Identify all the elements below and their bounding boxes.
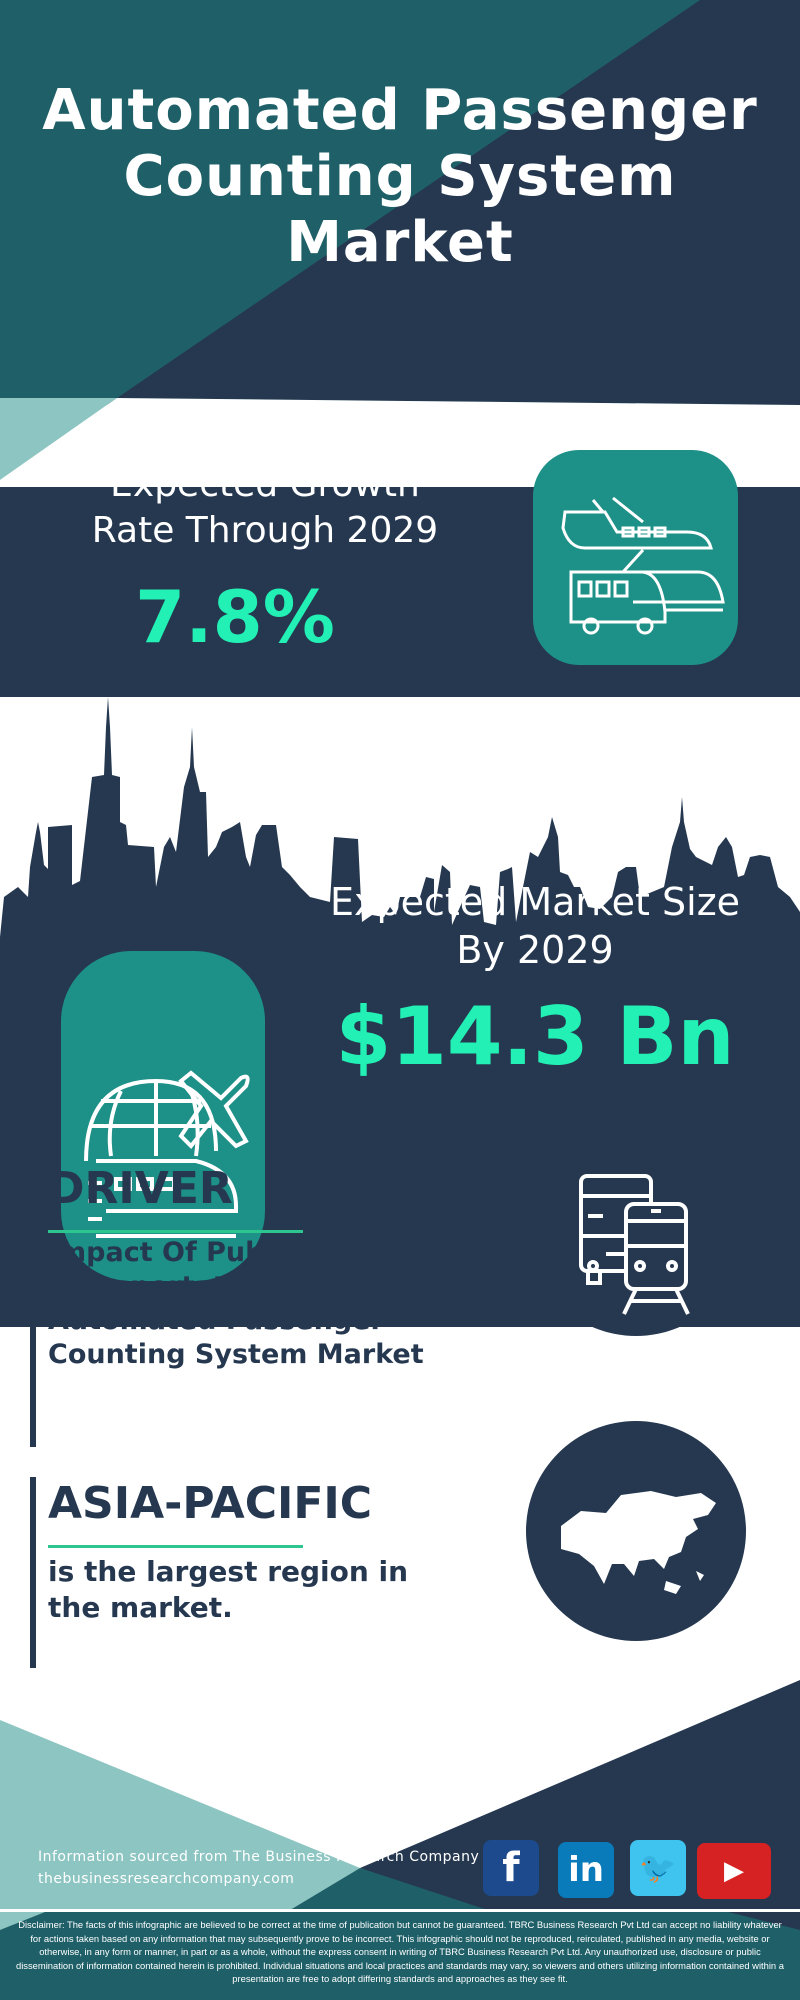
region-underline: [48, 1545, 303, 1548]
market-size-value: $14.3 Bn: [335, 990, 735, 1083]
source-info: Information sourced from The Business Re…: [38, 1846, 479, 1890]
market-size-label: Expected Market Size By 2029: [290, 878, 780, 974]
region-heading: ASIA-PACIFIC: [48, 1478, 373, 1529]
facebook-icon[interactable]: f: [483, 1840, 539, 1896]
transport-icon-box: [533, 450, 738, 665]
market-size-label-line1: Expected Market Size: [329, 880, 741, 924]
page-title: Automated Passenger Counting System Mark…: [42, 78, 758, 275]
website-link[interactable]: thebusinessresearchcompany.com: [38, 1871, 295, 1887]
globe-plane-train-icon: [84, 1070, 250, 1238]
travel-icon-box: [61, 951, 265, 1281]
twitter-icon[interactable]: 🐦: [630, 1840, 686, 1896]
region-accent-bar: [30, 1477, 36, 1668]
market-size-label-line2: By 2029: [456, 928, 614, 972]
driver-heading: DRIVER: [48, 1163, 233, 1214]
growth-label-line1: Expected Growth: [110, 464, 420, 505]
growth-label-line2: Rate Through 2029: [91, 510, 439, 551]
bus-train-circle: [526, 1116, 746, 1336]
growth-label: Expected Growth Rate Through 2029: [40, 462, 490, 554]
footer-background: [0, 1680, 800, 2000]
plane-bus-train-icon: [561, 496, 725, 635]
asia-map-icon: [561, 1491, 716, 1594]
disclaimer: Disclaimer: The facts of this infographi…: [16, 1919, 784, 1984]
source-text: Information sourced from The Business Re…: [38, 1849, 480, 1865]
driver-text: Impact Of Public Transportation On The A…: [48, 1237, 424, 1370]
driver-accent-bar: [30, 1162, 36, 1447]
linkedin-icon[interactable]: in: [558, 1842, 614, 1898]
driver-underline: [48, 1230, 303, 1233]
growth-value: 7.8%: [135, 575, 335, 659]
youtube-icon[interactable]: ▶: [697, 1843, 771, 1899]
region-text: is the largest region in the market.: [48, 1555, 409, 1624]
bus-train-icon: [579, 1174, 690, 1315]
asia-map-circle: [526, 1421, 746, 1641]
